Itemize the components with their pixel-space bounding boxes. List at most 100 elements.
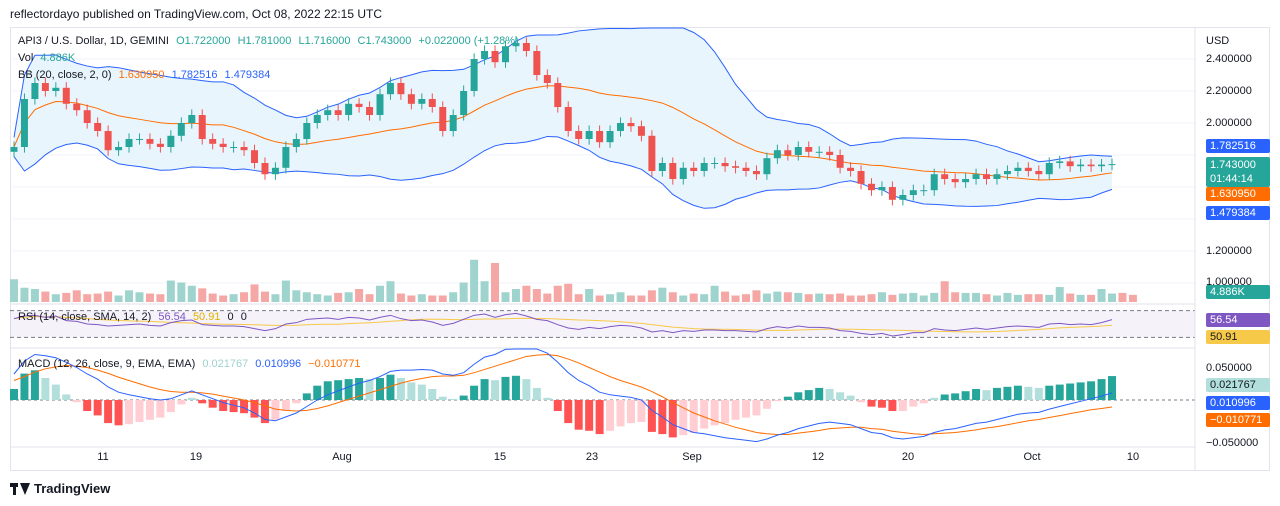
macd-tick: −0.050000: [1206, 437, 1259, 449]
volume-bar: [491, 263, 500, 302]
macd-histogram-bar: [365, 379, 374, 400]
candle-body: [1024, 167, 1032, 171]
macd-label: MACD (12, 26, close, 9, EMA, EMA): [18, 358, 196, 370]
volume-bar: [396, 293, 405, 302]
candle: [554, 77, 562, 113]
macd-histogram-bar: [187, 397, 196, 400]
candle-body: [711, 163, 719, 164]
candle: [198, 109, 206, 145]
candle-body: [135, 139, 143, 140]
macd-histogram-bar: [553, 400, 562, 411]
volume-bar: [386, 281, 395, 302]
candle: [470, 53, 478, 97]
candle: [742, 162, 750, 177]
candle-body: [439, 107, 447, 131]
candle-body: [585, 131, 593, 139]
rsi-extra-1: 0: [227, 311, 234, 323]
tradingview-logo[interactable]: TradingView: [10, 481, 110, 496]
macd-histogram-bar: [1045, 385, 1054, 400]
volume-bar: [1076, 294, 1085, 302]
candle-body: [209, 139, 217, 144]
chart-frame[interactable]: [10, 27, 1270, 471]
macd-histogram-bar: [647, 400, 656, 432]
macd-histogram-bar: [721, 400, 730, 424]
candle: [930, 168, 938, 196]
macd-histogram-bar: [83, 400, 92, 411]
volume-bar: [10, 279, 18, 302]
candle-body: [773, 150, 781, 159]
macd-histogram-bar: [940, 394, 949, 400]
macd-histogram-bar: [836, 392, 845, 400]
candle-body: [167, 135, 175, 147]
symbol-label: API3 / U.S. Dollar, 1D, GEMINI: [18, 35, 169, 47]
candle-body: [198, 115, 206, 139]
candle: [292, 133, 300, 153]
macd-histogram-bar: [742, 400, 750, 418]
rsi-legend: RSI (14, close, SMA, 14, 2) 56.54 50.91 …: [18, 311, 251, 323]
candle: [899, 189, 907, 206]
candle: [104, 125, 112, 156]
bb-legend: BB (20, close, 2, 0) 1.630950 1.782516 1…: [18, 69, 274, 81]
macd-tick: 0.050000: [1206, 362, 1252, 374]
candle: [679, 162, 687, 185]
candle-body: [815, 151, 823, 153]
candle: [784, 144, 792, 161]
volume-bar: [271, 294, 280, 302]
volume-bar: [898, 293, 907, 302]
volume-bar: [1118, 292, 1127, 302]
candle-body: [219, 143, 227, 147]
candle-body: [857, 171, 865, 184]
candle-body: [282, 147, 290, 168]
candle: [20, 93, 28, 153]
candle: [324, 104, 332, 121]
candle: [658, 157, 666, 177]
volume-bar: [762, 293, 771, 302]
candle-body: [313, 115, 321, 123]
volume-bar: [742, 294, 750, 302]
countdown-value: 01:44:14: [1210, 173, 1253, 185]
candle: [1045, 157, 1053, 180]
volume-bar: [208, 293, 217, 302]
volume-bar: [919, 295, 928, 302]
volume-bar: [93, 293, 102, 302]
rsi-label: RSI (14, close, SMA, 14, 2): [18, 311, 152, 323]
macd-histogram-bar: [459, 395, 468, 400]
candle-body: [10, 147, 18, 152]
volume-bar: [773, 291, 782, 302]
macd-histogram-bar: [532, 387, 541, 400]
candle-body: [156, 143, 164, 147]
macd-histogram-bar: [668, 400, 677, 438]
candle: [606, 125, 614, 148]
macd-signal-badge: −0.010771: [1206, 413, 1270, 427]
candle-body: [20, 99, 28, 147]
candle: [209, 133, 217, 150]
candle: [1108, 158, 1116, 171]
volume-bar: [260, 291, 269, 302]
volume-bar: [72, 290, 81, 302]
candle-body: [428, 99, 436, 107]
macd-histogram-bar: [428, 389, 437, 400]
candle: [575, 125, 583, 145]
volume-bar: [595, 295, 604, 302]
candle: [564, 101, 572, 137]
macd-histogram-bar: [219, 400, 228, 411]
bb-basis-badge: 1.630950: [1206, 187, 1270, 201]
candle-body: [303, 123, 311, 139]
macd-histogram-bar: [323, 381, 332, 400]
candle: [522, 37, 530, 57]
volume-bar: [543, 293, 552, 302]
macd-histogram-bar: [93, 400, 102, 416]
volume-bar: [1055, 287, 1064, 302]
candle: [83, 104, 91, 129]
candle: [334, 104, 342, 121]
candle-body: [679, 167, 687, 179]
candle-body: [522, 43, 530, 51]
candle-body: [983, 174, 991, 179]
candle-body: [386, 83, 394, 95]
candle: [188, 109, 196, 129]
candle-body: [648, 135, 656, 171]
candle-body: [1035, 171, 1043, 175]
macd-histogram-bar: [888, 400, 897, 411]
candle: [773, 144, 781, 164]
